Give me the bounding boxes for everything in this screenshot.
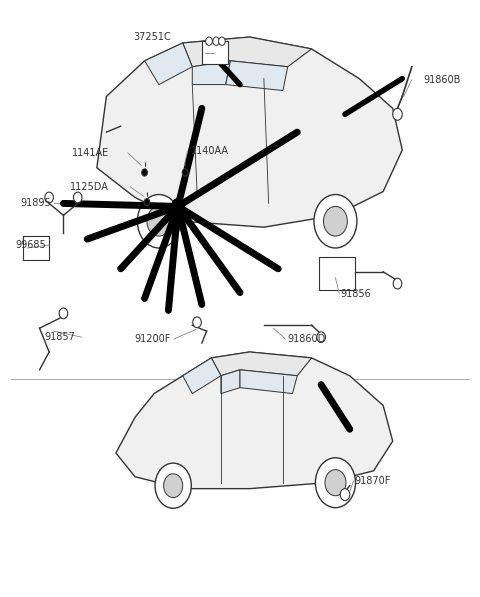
Circle shape [182,169,188,176]
Circle shape [45,192,53,203]
Circle shape [340,489,350,500]
PathPatch shape [211,352,312,376]
Circle shape [193,317,201,328]
Circle shape [137,195,180,248]
PathPatch shape [192,61,230,85]
Circle shape [213,37,219,45]
PathPatch shape [226,61,288,91]
Bar [202,41,228,64]
Text: 1141AE: 1141AE [72,148,109,158]
PathPatch shape [116,352,393,489]
Text: 99685: 99685 [16,240,47,250]
Circle shape [142,169,147,176]
Circle shape [155,463,192,508]
Text: 91870F: 91870F [355,476,391,486]
Text: 37251C: 37251C [133,32,171,42]
Circle shape [325,470,346,496]
Text: 91200F: 91200F [134,334,171,344]
Circle shape [205,37,212,45]
Text: 1125DA: 1125DA [70,181,109,192]
PathPatch shape [183,358,221,393]
Circle shape [314,195,357,248]
Text: 91857: 91857 [45,332,75,342]
Circle shape [393,278,402,289]
Circle shape [315,458,356,507]
Circle shape [324,207,348,236]
Text: 91895: 91895 [21,198,51,208]
Text: 91860B: 91860B [424,75,461,85]
Circle shape [218,37,225,45]
Text: 91860D: 91860D [288,334,326,344]
Circle shape [164,474,183,497]
Bar [23,236,49,260]
PathPatch shape [97,37,402,227]
PathPatch shape [144,43,192,85]
Circle shape [144,199,150,206]
Text: 1140AA: 1140AA [192,146,229,156]
PathPatch shape [183,37,312,67]
PathPatch shape [240,370,297,393]
Circle shape [172,199,184,214]
Circle shape [59,308,68,319]
Text: 91856: 91856 [340,289,371,298]
Circle shape [393,108,402,120]
PathPatch shape [221,370,240,393]
Circle shape [147,207,171,236]
Circle shape [317,332,325,343]
Circle shape [73,192,82,203]
Bar [319,257,355,290]
